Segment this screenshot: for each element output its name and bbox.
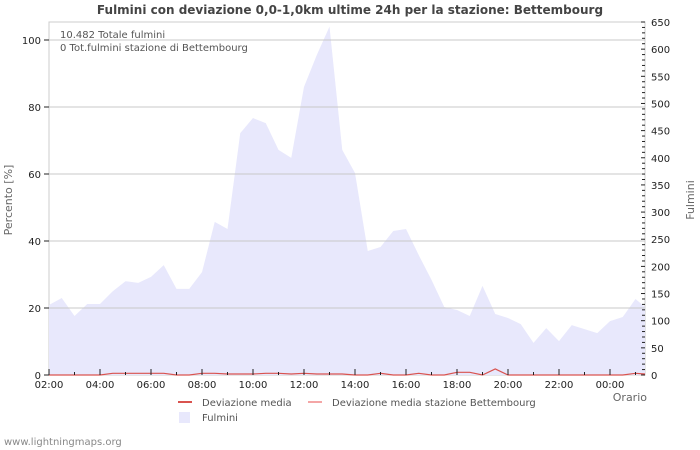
deviazione-media-line [49,368,646,376]
y-right-tick-label: 250 [651,235,670,246]
y-right-tick-label: 600 [651,45,670,56]
legend-item-deviazione-stazione: Deviazione media stazione Bettembourg [308,398,536,409]
legend-swatch-line-icon [308,401,322,403]
x-tick-label: 22:00 [545,380,574,391]
y-right-tick-label: 550 [651,72,670,83]
y-right-tick-label: 150 [651,290,670,301]
y-right-tick-label: 650 [651,18,670,29]
x-axis-label: Orario [613,391,648,404]
x-tick-label: 12:00 [290,380,319,391]
fulmini-area [49,26,645,375]
x-tick-label: 14:00 [341,380,370,391]
y-axis-right-label: Fulmini [684,180,697,220]
x-tick-label: 00:00 [596,380,625,391]
x-tick-label: 02:00 [35,380,64,391]
x-tick-label: 20:00 [494,380,523,391]
x-tick-label: 16:00 [392,380,421,391]
x-tick-label: 10:00 [239,380,268,391]
y-tick-label: 0 [35,371,41,382]
legend-label: Fulmini [202,413,238,424]
legend-item-deviazione-media: Deviazione media [178,398,292,409]
legend-swatch-area-icon [179,412,190,423]
footer-credit: www.lightningmaps.org [4,437,122,448]
total-strikes-note: 10.482 Totale fulmini [60,30,165,41]
y-right-tick-label: 0 [651,371,657,382]
y-right-tick-label: 50 [651,344,664,355]
y-right-tick-label: 450 [651,127,670,138]
x-tick-label: 18:00 [443,380,472,391]
station-strikes-note: 0 Tot.fulmini stazione di Bettembourg [60,43,248,54]
y-tick-label: 60 [28,170,41,181]
y-tick-label: 20 [28,304,41,315]
x-tick-label: 06:00 [137,380,166,391]
legend-label: Deviazione media stazione Bettembourg [332,398,536,409]
y-axis-right: 0 50 100 150 200 250 300 350 400 450 500 550 600 650 [641,18,670,382]
y-tick-label: 100 [22,36,41,47]
legend-item-fulmini: Fulmini [179,412,238,424]
legend-label: Deviazione media [202,398,292,409]
x-tick-label: 04:00 [86,380,115,391]
x-axis: 02:00 04:00 06:00 08:00 10:00 12:00 14:00 16:00… [35,369,636,391]
legend-swatch-line-icon [178,401,192,403]
y-axis-label: Percento [%] [2,165,15,236]
legend: Deviazione media Deviazione media stazio… [178,398,536,424]
y-right-tick-label: 100 [651,317,670,328]
x-tick-label: 08:00 [188,380,217,391]
chart-title: Fulmini con deviazione 0,0-1,0km ultime … [97,3,603,17]
y-right-tick-label: 400 [651,154,670,165]
y-tick-label: 40 [28,237,41,248]
y-tick-label: 80 [28,103,41,114]
y-right-tick-label: 500 [651,99,670,110]
y-right-tick-label: 350 [651,181,670,192]
y-right-tick-label: 300 [651,208,670,219]
plot-area [48,21,646,376]
y-right-tick-label: 200 [651,262,670,273]
y-axis-left: 0 20 40 60 80 100 [22,36,49,382]
